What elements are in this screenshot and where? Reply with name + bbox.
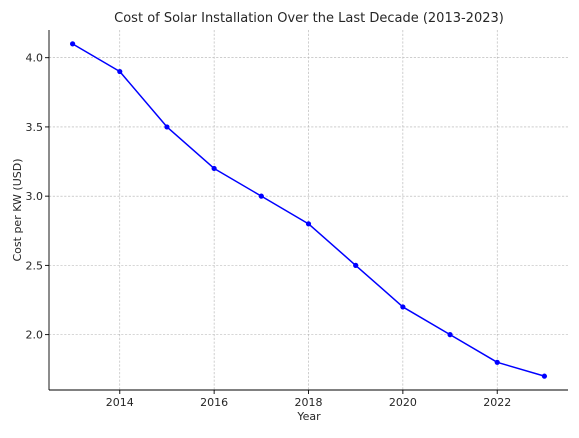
data-point-2016 [211, 165, 217, 172]
data-point-2019 [353, 262, 359, 268]
x-tick-label-1: 2016 [200, 396, 228, 409]
data-point-2018 [305, 221, 312, 227]
x-axis-label: Year [296, 410, 321, 423]
x-tick-label-4: 2022 [483, 396, 511, 409]
axes [45, 30, 568, 394]
data-point-2017 [258, 193, 264, 199]
series-layer [69, 41, 548, 379]
data-point-2013 [69, 41, 76, 47]
y-tick-label-3: 3.5 [26, 121, 44, 134]
data-point-2015 [164, 124, 170, 130]
y-axis-label: Cost per KW (USD) [11, 158, 24, 261]
x-tick-label-0: 2014 [106, 396, 134, 409]
x-tick-label-3: 2020 [389, 396, 417, 409]
x-tick-label-2: 2018 [295, 396, 323, 409]
data-point-2021 [447, 332, 453, 338]
y-tick-label-1: 2.5 [26, 259, 44, 272]
data-point-2020 [400, 304, 406, 310]
tick-labels: 2014 2016 2018 2020 2022 2.0 2.5 3.0 3.5 4.0 [26, 52, 512, 409]
data-point-2022 [494, 359, 500, 365]
data-point-2023 [541, 373, 548, 379]
y-tick-label-0: 2.0 [26, 329, 44, 342]
grid [49, 30, 568, 390]
y-tick-label-4: 4.0 [26, 52, 44, 65]
y-tick-label-2: 3.0 [26, 190, 44, 203]
chart-title: Cost of Solar Installation Over the Last… [114, 11, 504, 26]
data-point-2014 [117, 68, 123, 75]
